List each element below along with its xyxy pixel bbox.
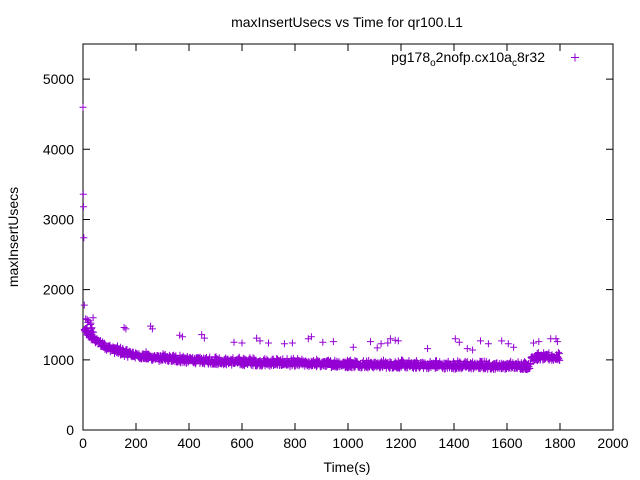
x-tick-label: 1200 <box>385 435 416 451</box>
data-point <box>484 340 492 348</box>
legend-label-subscript-2: c <box>512 58 517 69</box>
data-point <box>288 339 296 347</box>
legend-marker-icon <box>571 53 579 62</box>
data-point <box>469 346 477 354</box>
x-tick-label: 2000 <box>597 435 628 451</box>
data-point <box>554 348 562 356</box>
legend-label-part-3: 8r32 <box>517 49 545 65</box>
data-point <box>451 335 459 343</box>
data-point <box>89 314 97 322</box>
x-tick-label: 200 <box>124 435 148 451</box>
chart-title: maxInsertUsecs vs Time for qr100.L1 <box>231 14 463 30</box>
legend: pg178o2nofp.cx10ac8r32 <box>391 49 579 69</box>
data-point <box>349 343 357 351</box>
data-point <box>230 338 238 346</box>
legend-label: pg178o2nofp.cx10ac8r32 <box>391 49 545 69</box>
data-point <box>329 338 337 346</box>
data-point <box>527 360 535 368</box>
x-tick-label: 0 <box>79 435 87 451</box>
data-point <box>510 343 518 351</box>
data-point <box>122 325 130 333</box>
data-point <box>80 203 87 211</box>
data-point <box>90 328 98 336</box>
legend-label-subscript-1: o <box>430 58 436 69</box>
x-tick-label: 400 <box>177 435 201 451</box>
data-point <box>386 335 394 343</box>
legend-label-part-1: pg178 <box>391 49 430 65</box>
data-point <box>79 103 87 111</box>
data-point <box>178 333 186 341</box>
data-point <box>86 321 94 328</box>
x-tick-label: 1400 <box>438 435 469 451</box>
data-point <box>530 339 537 347</box>
data-point <box>535 338 543 346</box>
data-point <box>556 356 564 364</box>
y-axis-label: maxInsertUsecs <box>5 187 21 287</box>
data-point <box>373 344 381 352</box>
data-point <box>556 350 563 358</box>
data-point <box>319 338 327 346</box>
data-point <box>265 339 272 347</box>
data-point <box>120 324 128 331</box>
data-point <box>307 333 315 341</box>
data-point <box>394 337 402 345</box>
y-tick-label: 4000 <box>43 141 74 157</box>
y-tick-label: 2000 <box>43 282 74 298</box>
x-tick-label: 1600 <box>491 435 522 451</box>
y-tick-label: 1000 <box>43 352 74 368</box>
data-point <box>80 301 88 309</box>
x-axis-label: Time(s) <box>324 459 371 475</box>
data-point <box>504 340 512 348</box>
data-point <box>200 334 208 342</box>
data-point <box>79 190 87 198</box>
data-point <box>367 338 374 346</box>
data-point <box>553 338 561 346</box>
x-tick-label: 1800 <box>544 435 575 451</box>
data-point <box>256 337 264 345</box>
data-point <box>424 345 431 353</box>
data-point <box>148 325 156 333</box>
data-point <box>455 338 463 346</box>
y-tick-label: 5000 <box>43 71 74 87</box>
x-tick-label: 600 <box>230 435 254 451</box>
y-tick-label: 0 <box>66 422 74 438</box>
x-tick-label: 800 <box>283 435 307 451</box>
data-point <box>463 345 471 353</box>
data-point <box>238 339 246 347</box>
data-point <box>384 339 392 347</box>
data-point <box>80 234 88 242</box>
y-tick-label: 3000 <box>43 211 74 227</box>
data-points <box>79 103 564 373</box>
data-point <box>377 340 385 348</box>
data-point <box>280 340 288 348</box>
x-tick-label: 1000 <box>332 435 363 451</box>
axis-ticks: 0 200 400 600 800 1000 1200 1400 1600 1800 2000 0 10… <box>43 44 629 451</box>
data-point <box>498 337 506 345</box>
legend-label-part-2: 2nofp.cx10a <box>436 49 512 65</box>
data-point <box>391 336 399 344</box>
data-point <box>477 337 484 345</box>
